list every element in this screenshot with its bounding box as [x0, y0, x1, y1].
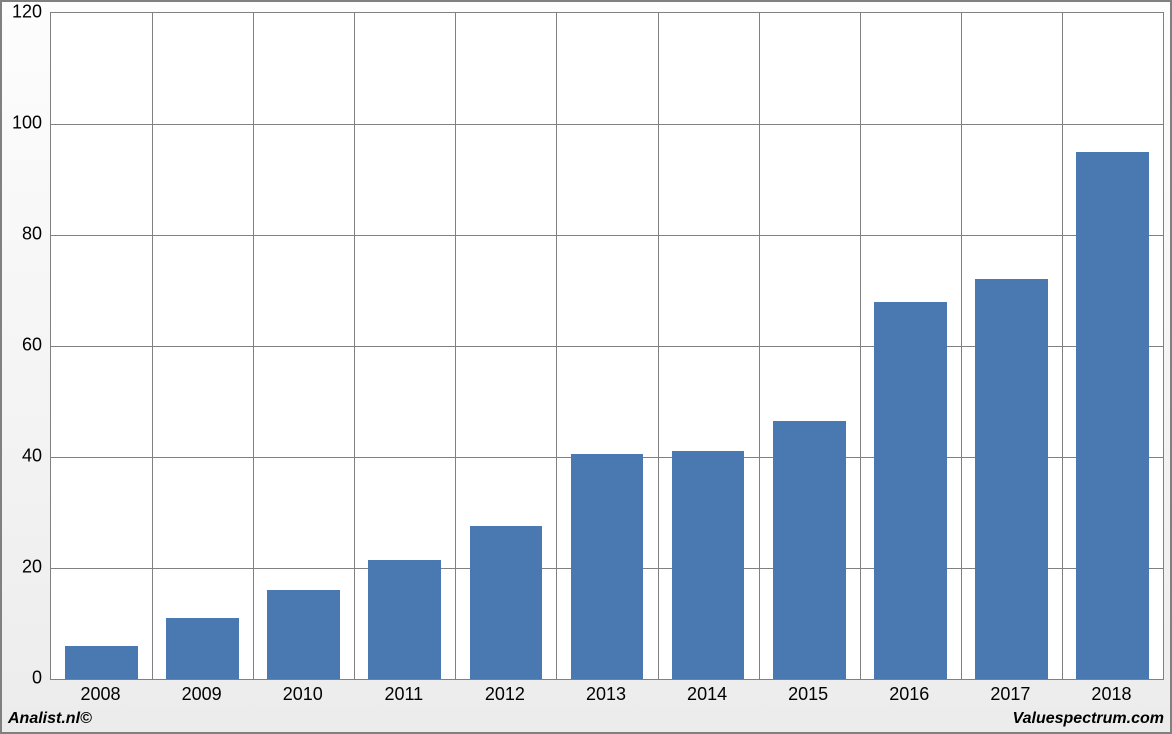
bar [571, 454, 644, 679]
y-axis-label: 20 [2, 557, 42, 578]
gridline-v [152, 13, 153, 679]
bar [672, 451, 745, 679]
bar [65, 646, 138, 679]
y-axis-label: 0 [2, 668, 42, 689]
gridline-v [556, 13, 557, 679]
gridline-v [961, 13, 962, 679]
gridline-v [860, 13, 861, 679]
bar [166, 618, 239, 679]
gridline-v [1062, 13, 1063, 679]
x-axis-label: 2013 [586, 684, 626, 705]
gridline-v [658, 13, 659, 679]
x-axis-label: 2014 [687, 684, 727, 705]
y-axis-label: 60 [2, 335, 42, 356]
y-axis-label: 100 [2, 113, 42, 134]
bar [267, 590, 340, 679]
gridline-v [759, 13, 760, 679]
gridline-h [51, 235, 1163, 236]
x-axis-label: 2018 [1091, 684, 1131, 705]
bar [368, 560, 441, 679]
x-axis-label: 2011 [384, 684, 423, 705]
x-axis-label: 2012 [485, 684, 525, 705]
bar [975, 279, 1048, 679]
footer-left-credit: Analist.nl© [8, 710, 92, 728]
gridline-v [253, 13, 254, 679]
bar [1076, 152, 1149, 679]
y-axis-label: 80 [2, 224, 42, 245]
y-axis-label: 120 [2, 2, 42, 23]
gridline-h [51, 124, 1163, 125]
chart-frame: Analist.nl© Valuespectrum.com 0 20 40 60 80 1… [0, 0, 1172, 734]
x-axis-label: 2010 [283, 684, 323, 705]
plot-area [50, 12, 1164, 680]
x-axis-label: 2008 [81, 684, 121, 705]
gridline-v [354, 13, 355, 679]
x-axis-label: 2015 [788, 684, 828, 705]
y-axis-label: 40 [2, 446, 42, 467]
bar [470, 526, 543, 679]
footer-right-credit: Valuespectrum.com [1013, 710, 1164, 728]
bar [874, 302, 947, 679]
x-axis-label: 2016 [889, 684, 929, 705]
bar [773, 421, 846, 679]
gridline-v [455, 13, 456, 679]
x-axis-label: 2017 [990, 684, 1030, 705]
x-axis-label: 2009 [182, 684, 222, 705]
